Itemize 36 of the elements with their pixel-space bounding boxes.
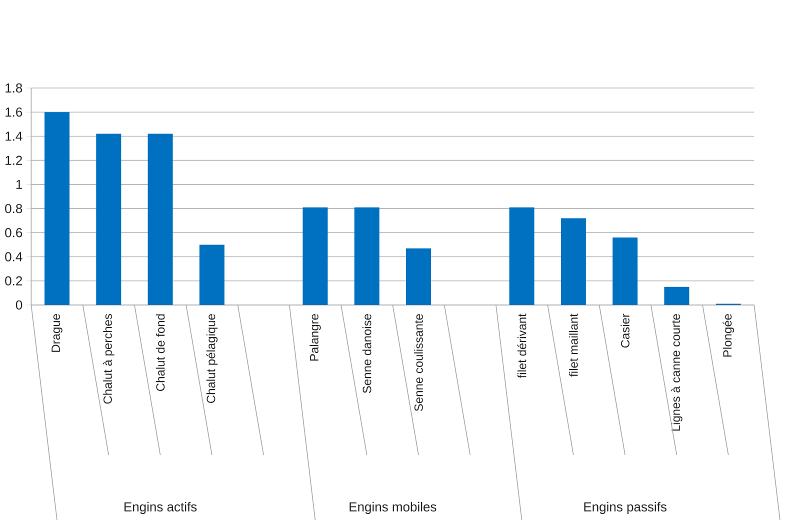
x-tick-label: Chalut pélagique [206, 314, 218, 403]
x-tick-label: filet dérivant [517, 314, 526, 378]
y-tick-label: 1.2 [6, 156, 22, 165]
bar [354, 207, 380, 305]
y-tick-label: 1.8 [6, 83, 22, 93]
bar [560, 218, 586, 305]
bar [612, 237, 638, 305]
x-tick-label: Palangre [310, 314, 321, 361]
y-tick-label: 1.6 [6, 107, 22, 117]
bar [664, 286, 690, 305]
x-tick-label: Chalut de fond [156, 314, 165, 391]
y-tick-label: 0.6 [5, 228, 22, 238]
bar [44, 112, 70, 305]
bar [96, 134, 122, 305]
y-tick-label: 0.4 [5, 252, 22, 262]
bar [199, 244, 224, 305]
bar [406, 248, 432, 305]
x-tick-label: Drague [52, 314, 62, 352]
bar [302, 207, 328, 305]
x-tick-label: Lignes à canne courte [671, 314, 682, 431]
x-tick-label: Chalut à perches [102, 314, 114, 404]
text: Engins actifs [124, 502, 197, 514]
y-tick-label: 1.4 [6, 132, 22, 141]
x-tick-label: Senne coulissante [414, 314, 423, 412]
text: Engins passifs [584, 502, 666, 514]
y-tick-label: 0.8 [5, 204, 22, 214]
x-tick-label: Casier [620, 314, 630, 348]
x-tick-label: Senne danoise [362, 314, 372, 394]
y-tick-label: 0 [16, 300, 22, 310]
text: Engins mobiles [350, 502, 436, 514]
y-tick-label: 1 [16, 180, 22, 189]
x-tick-label: filet maillant [569, 314, 578, 377]
x-tick-label: Plongée [722, 314, 734, 357]
bar [148, 134, 173, 305]
y-tick-label: 0.2 [5, 276, 22, 286]
bar [509, 207, 534, 305]
